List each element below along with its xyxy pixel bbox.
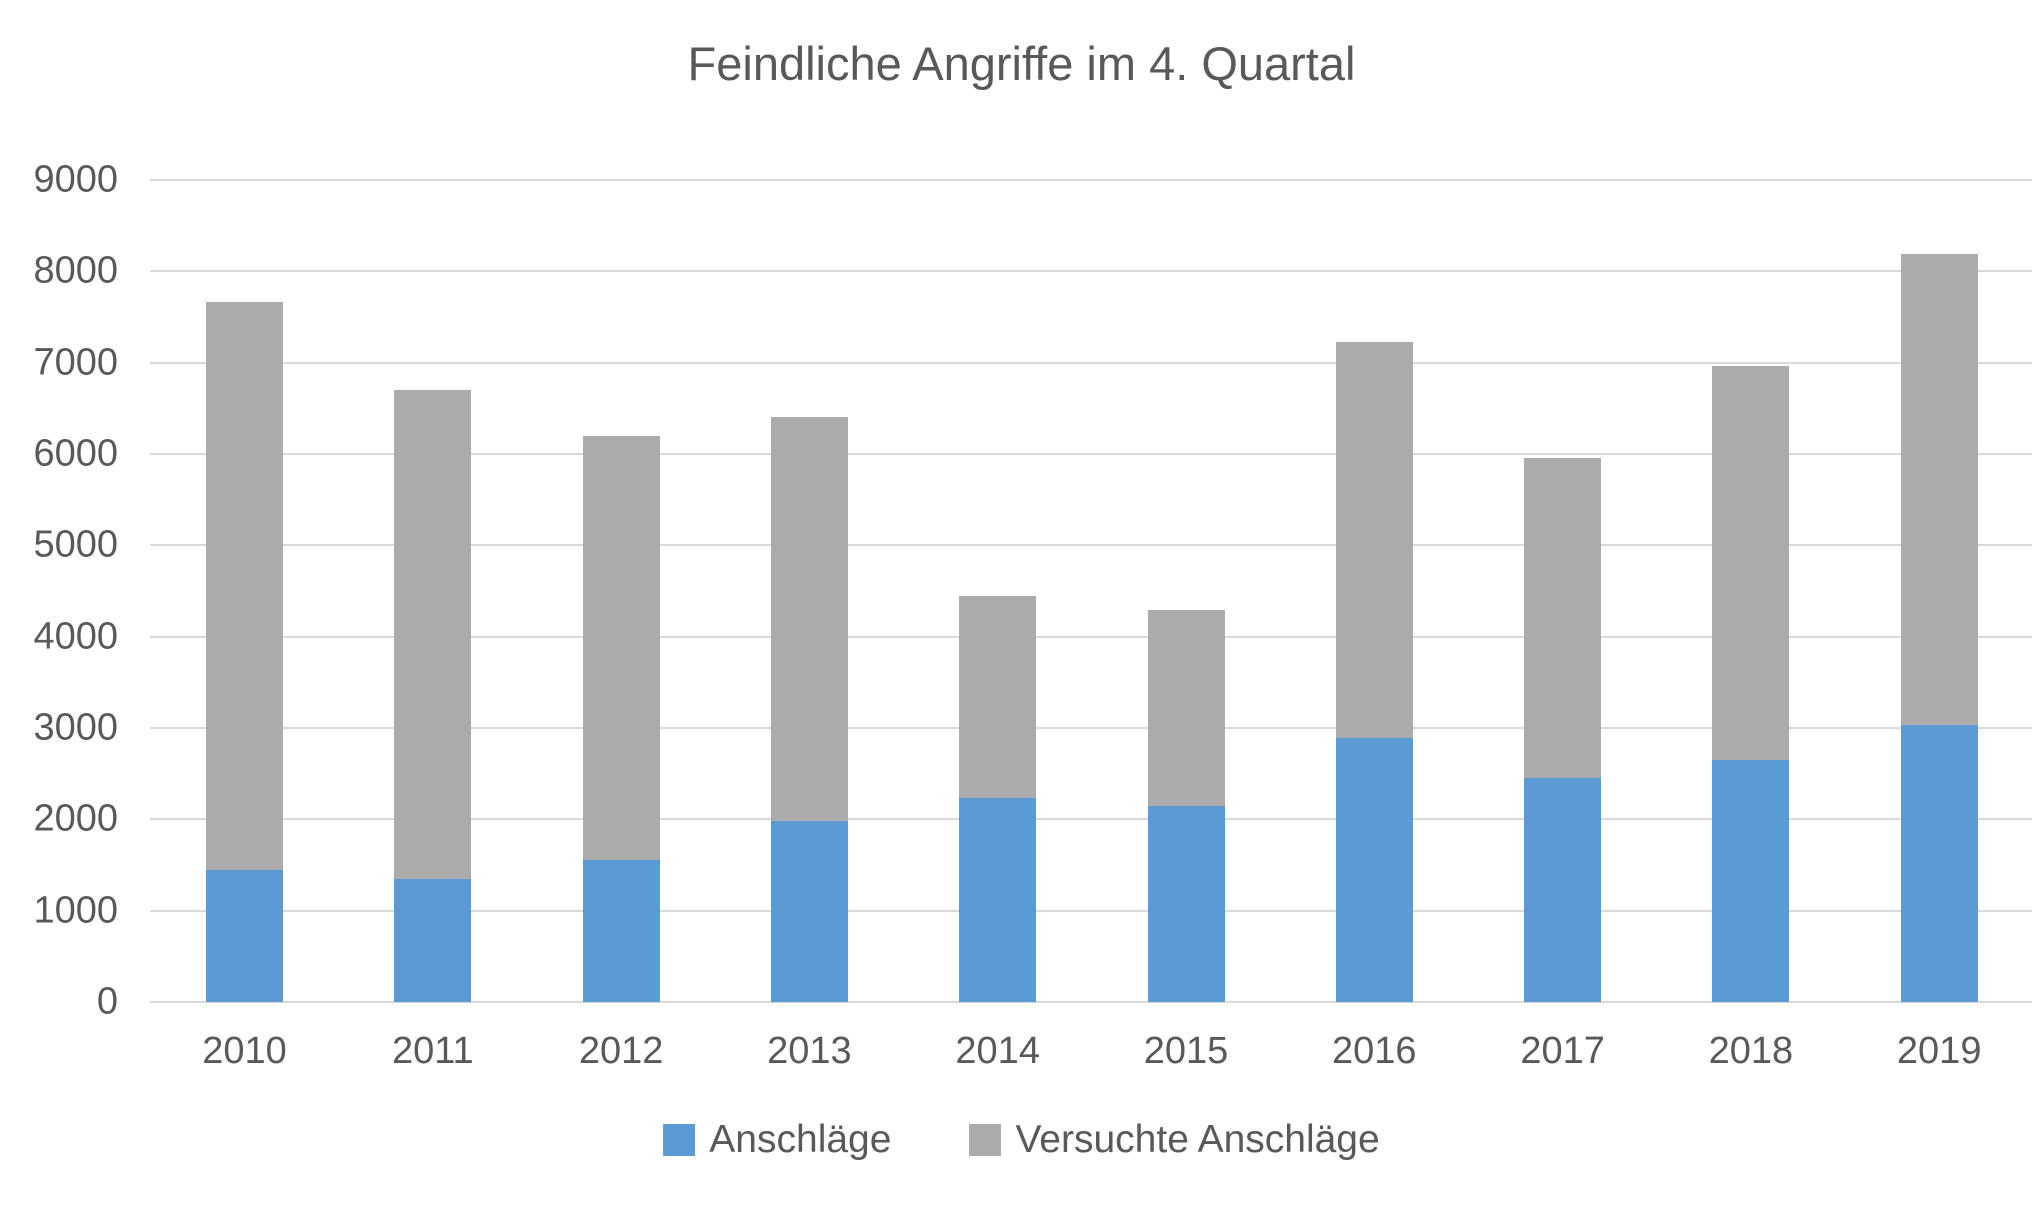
y-axis-tick-3000: 3000 bbox=[33, 706, 118, 749]
x-axis-tick-2019: 2019 bbox=[1896, 1030, 1982, 1072]
gridline-7000 bbox=[150, 361, 2032, 364]
bar-segment-2016-series-1 bbox=[1335, 341, 1413, 739]
bar-segment-2015-series-1 bbox=[1147, 610, 1225, 806]
legend-label-versuchte-anschlaege: Versuchte Anschläge bbox=[1015, 1118, 1380, 1161]
legend: Anschläge Versuchte Anschläge bbox=[0, 1118, 2043, 1162]
bar-stack-2013 bbox=[770, 416, 848, 1002]
bar-segment-2017-series-0 bbox=[1524, 778, 1602, 1002]
bar-segment-2017-series-1 bbox=[1524, 457, 1602, 779]
x-axis-tick-2014: 2014 bbox=[955, 1030, 1040, 1072]
legend-swatch-anschlaege bbox=[663, 1124, 696, 1156]
x-axis-tick-2017: 2017 bbox=[1520, 1030, 1605, 1072]
bar-segment-2012-series-0 bbox=[582, 860, 660, 1002]
x-axis-tick-2011: 2011 bbox=[391, 1030, 474, 1072]
bar-stack-2017 bbox=[1524, 457, 1602, 1002]
x-axis-tick-2010: 2010 bbox=[202, 1030, 287, 1072]
legend-swatch-versuchte-anschlaege bbox=[969, 1124, 1002, 1156]
bar-segment-2010-series-0 bbox=[206, 869, 283, 1002]
gridline-0 bbox=[150, 1001, 2032, 1003]
bar-stack-2015 bbox=[1147, 610, 1225, 1002]
y-axis-tick-0: 0 bbox=[96, 980, 118, 1023]
y-axis-tick-2000: 2000 bbox=[33, 797, 118, 840]
bar-segment-2013-series-1 bbox=[770, 416, 848, 822]
bar-stack-2019 bbox=[1900, 254, 1978, 1002]
gridline-8000 bbox=[150, 270, 2032, 273]
y-axis-tick-1000: 1000 bbox=[33, 889, 118, 932]
y-axis-tick-9000: 9000 bbox=[33, 158, 118, 201]
gridline-1000 bbox=[150, 909, 2032, 912]
bar-segment-2019-series-1 bbox=[1900, 254, 1978, 726]
x-axis-tick-2016: 2016 bbox=[1332, 1030, 1417, 1072]
bar-stack-2018 bbox=[1712, 366, 1790, 1002]
x-axis-tick-2012: 2012 bbox=[578, 1030, 664, 1072]
bar-segment-2014-series-0 bbox=[959, 798, 1037, 1002]
bar-stack-2012 bbox=[582, 435, 660, 1002]
bar-segment-2012-series-1 bbox=[582, 435, 660, 861]
bar-segment-2010-series-1 bbox=[206, 301, 283, 870]
x-axis-tick-2013: 2013 bbox=[767, 1030, 852, 1072]
bar-segment-2015-series-0 bbox=[1147, 805, 1225, 1002]
gridline-6000 bbox=[150, 453, 2032, 455]
legend-label-anschlaege: Anschläge bbox=[709, 1118, 892, 1161]
bar-stack-2014 bbox=[959, 596, 1037, 1002]
bar-stack-2016 bbox=[1335, 341, 1413, 1002]
y-axis-tick-8000: 8000 bbox=[33, 249, 118, 292]
y-axis-tick-6000: 6000 bbox=[33, 432, 118, 475]
bar-segment-2018-series-0 bbox=[1712, 759, 1790, 1002]
chart-title: Feindliche Angriffe im 4. Quartal bbox=[687, 37, 1356, 90]
legend-item-anschlaege: Anschläge bbox=[663, 1118, 891, 1162]
bar-segment-2013-series-0 bbox=[770, 821, 848, 1002]
bar-segment-2011-series-0 bbox=[394, 878, 472, 1002]
gridline-9000 bbox=[150, 179, 2032, 181]
bar-segment-2018-series-1 bbox=[1712, 366, 1790, 760]
bar-segment-2011-series-1 bbox=[394, 390, 472, 879]
bar-segment-2019-series-0 bbox=[1900, 725, 1978, 1002]
bar-segment-2014-series-1 bbox=[959, 596, 1037, 799]
plot-area: 0 1000 2000 3000 4000 5000 6000 7000 8000 9000 201… bbox=[33, 159, 2032, 1072]
gridline-3000 bbox=[150, 727, 2032, 729]
x-axis-tick-2018: 2018 bbox=[1708, 1030, 1794, 1072]
bar-stack-2010 bbox=[206, 301, 283, 1002]
gridline-4000 bbox=[150, 635, 2032, 638]
y-axis-tick-7000: 7000 bbox=[33, 341, 118, 384]
legend-item-versuchte-anschlaege: Versuchte Anschläge bbox=[969, 1118, 1380, 1162]
bar-stack-2011 bbox=[394, 390, 472, 1002]
gridline-2000 bbox=[150, 818, 2032, 821]
y-axis-tick-4000: 4000 bbox=[33, 615, 118, 658]
gridline-5000 bbox=[150, 544, 2032, 547]
x-axis-tick-2015: 2015 bbox=[1143, 1030, 1229, 1072]
bar-segment-2016-series-0 bbox=[1335, 738, 1413, 1002]
y-axis-tick-5000: 5000 bbox=[33, 523, 118, 566]
